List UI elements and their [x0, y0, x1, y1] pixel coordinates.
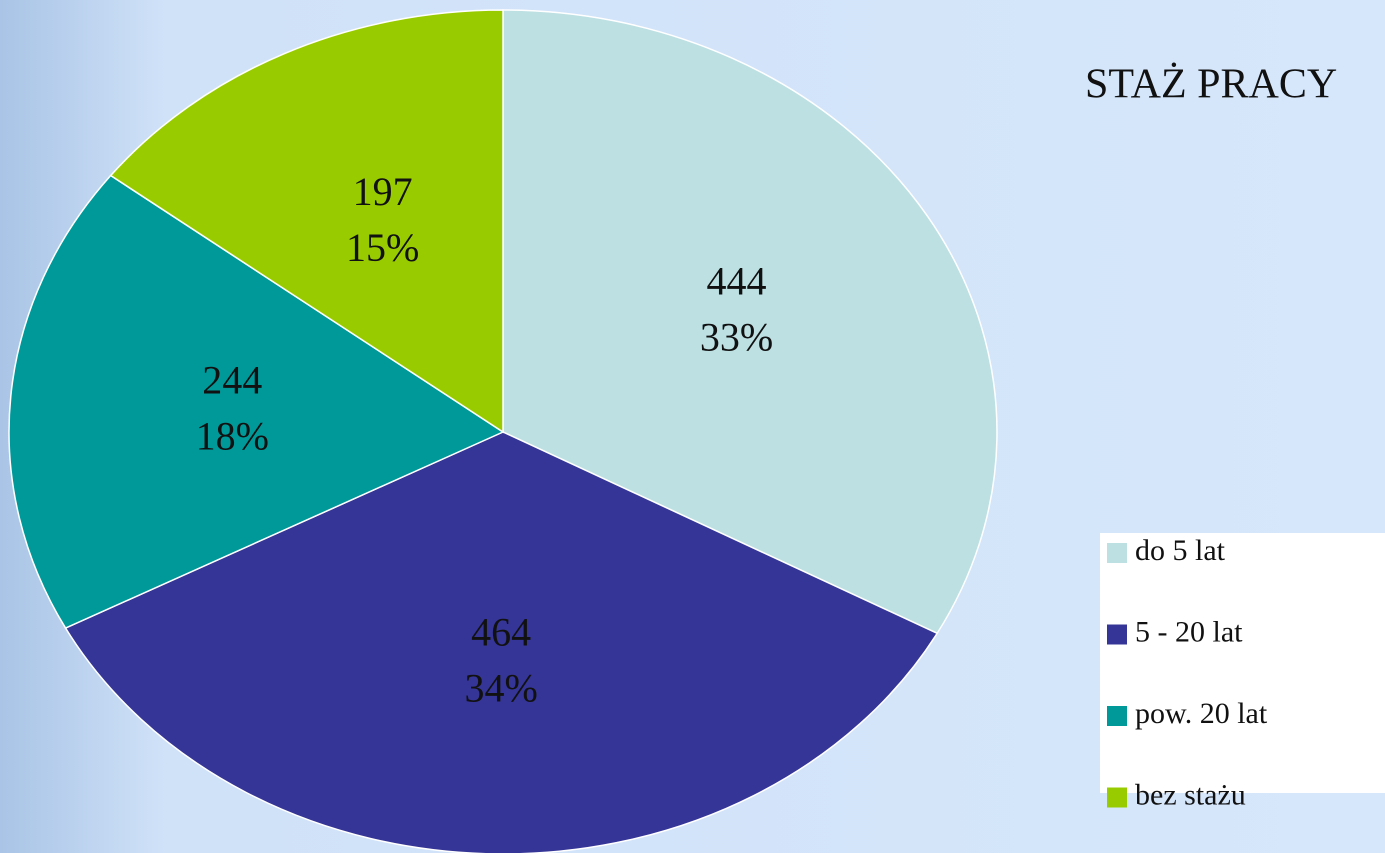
data-label: 244: [202, 357, 262, 402]
legend-swatch: [1107, 624, 1127, 645]
percent-label: 34%: [464, 665, 537, 710]
data-label: 464: [471, 609, 531, 654]
pie-slice: [8, 174, 505, 630]
pie-slice: [109, 9, 504, 434]
legend-label: do 5 lat: [1135, 534, 1226, 567]
data-label: 444: [706, 258, 766, 303]
percent-label: 18%: [196, 413, 269, 458]
legend-swatch: [1107, 787, 1127, 808]
legend-label: pow. 20 lat: [1135, 697, 1268, 730]
legend-swatch: [1107, 706, 1127, 726]
legend-box: [1100, 533, 1385, 793]
data-label: 197: [353, 169, 413, 214]
pie-slice: [64, 431, 939, 853]
legend-swatch: [1107, 543, 1127, 563]
percent-label: 15%: [346, 225, 419, 270]
pie-slice: [502, 9, 998, 635]
legend-label: bez stażu: [1135, 778, 1246, 811]
chart-title: STAŻ PRACY: [1085, 62, 1337, 108]
legend-label: 5 - 20 lat: [1135, 615, 1243, 648]
percent-label: 33%: [700, 314, 773, 359]
